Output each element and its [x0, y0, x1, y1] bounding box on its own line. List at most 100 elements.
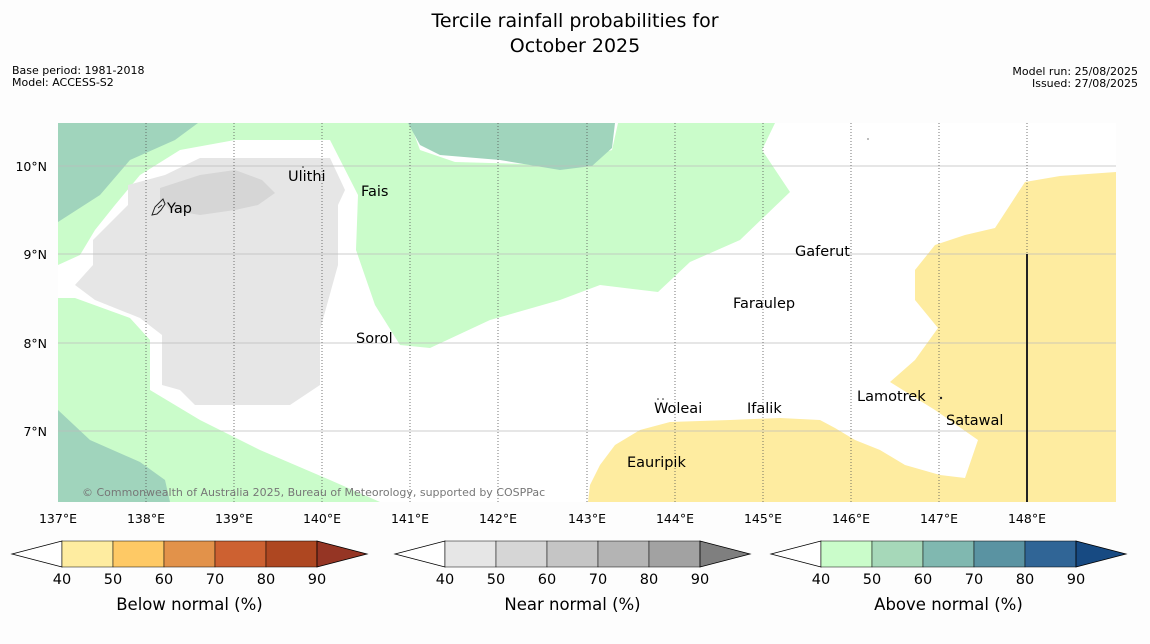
island-dot [867, 138, 869, 140]
lon-tick-label: 148°E [1008, 511, 1046, 526]
above-normal-colorbar-tick: 50 [863, 572, 881, 588]
near-normal-colorbar-tick: 50 [487, 572, 505, 588]
near-normal-colorbar-segment [546, 540, 599, 568]
below-normal-colorbar-tick: 50 [104, 572, 122, 588]
above-normal-colorbar-tick: 40 [812, 572, 830, 588]
below-normal-colorbar-tick: 70 [206, 572, 224, 588]
lon-tick-label: 138°E [127, 511, 165, 526]
below-normal-colorbar-label: Below normal (%) [116, 595, 263, 614]
below-normal-colorbar-under [10, 540, 63, 568]
lat-tick-label: 7°N [23, 424, 47, 439]
above-normal-colorbar-tick: 60 [914, 572, 932, 588]
above-normal-region-southwest [58, 298, 380, 502]
near-normal-colorbar-tick: 40 [436, 572, 454, 588]
above-normal-colorbar-tick: 80 [1016, 572, 1034, 588]
above-normal-colorbar-segment [1024, 540, 1077, 568]
below-normal-colorbar-tick: 90 [308, 572, 326, 588]
yap-island-shape [151, 198, 166, 216]
near-normal-colorbar: 40 50 60 70 80 90 Near normal (%) [393, 540, 752, 614]
below-normal-colorbar-tick: 80 [257, 572, 275, 588]
lon-tick-label: 140°E [303, 511, 341, 526]
lon-tick-label: 145°E [744, 511, 782, 526]
above-normal-colorbar-segment [820, 540, 873, 568]
meta-left: Base period: 1981-2018 Model: ACCESS-S2 [12, 65, 144, 89]
lon-tick-label: 141°E [391, 511, 429, 526]
above-normal-colorbar-label: Above normal (%) [874, 595, 1023, 614]
island-dot [939, 396, 943, 400]
issued-date: Issued: 27/08/2025 [1031, 77, 1138, 90]
below-normal-colorbar-segment [163, 540, 216, 568]
lon-tick-label: 139°E [215, 511, 253, 526]
place-label-lamotrek: Lamotrek [857, 389, 926, 405]
below-normal-islet [1076, 226, 1083, 231]
near-normal-colorbar-segment [648, 540, 701, 568]
near-normal-colorbar-label: Near normal (%) [504, 595, 640, 614]
place-label-yap: Yap [166, 201, 192, 217]
near-normal-colorbar-tick: 80 [640, 572, 658, 588]
above-normal-darker-southwest [58, 410, 170, 502]
below-normal-colorbar-segment [265, 540, 318, 568]
lat-tick-label: 9°N [23, 247, 47, 262]
title-line-1: Tercile rainfall probabilities for [431, 10, 719, 32]
above-normal-colorbar-under [769, 540, 822, 568]
near-normal-colorbar-tick: 60 [538, 572, 556, 588]
lon-tick-label: 147°E [920, 511, 958, 526]
lon-tick-label: 143°E [568, 511, 606, 526]
above-normal-colorbar-segment [871, 540, 924, 568]
place-label-eauripik: Eauripik [627, 455, 686, 471]
below-normal-colorbar: 40 50 60 70 80 90 Below normal (%) [10, 540, 369, 614]
base-period: Base period: 1981-2018 [12, 64, 145, 77]
place-label-woleai: Woleai [654, 401, 702, 417]
island-dot [657, 398, 659, 400]
below-normal-colorbar-segment [214, 540, 267, 568]
lon-tick-label: 144°E [656, 511, 694, 526]
below-normal-region-east [588, 172, 1116, 502]
below-normal-colorbar-tick: 60 [155, 572, 173, 588]
near-normal-colorbar-segment [495, 540, 548, 568]
above-normal-colorbar-over [1075, 540, 1128, 568]
place-label-satawal: Satawal [946, 413, 1003, 429]
above-normal-darker-northwest [58, 123, 198, 222]
longitude-gridlines [145, 123, 1028, 502]
colorbar-group: 40 50 60 70 80 90 Below normal (%) 40 50 60 70 80 90… [10, 540, 1128, 614]
above-normal-colorbar-segment [973, 540, 1026, 568]
lon-tick-label: 142°E [479, 511, 517, 526]
island-dot [662, 398, 664, 400]
near-normal-colorbar-segment [444, 540, 497, 568]
near-normal-colorbar-tick: 90 [691, 572, 709, 588]
place-label-ifalik: Ifalik [747, 401, 782, 417]
island-dot [302, 166, 304, 168]
place-label-gaferut: Gaferut [795, 244, 850, 260]
lat-tick-label: 10°N [15, 159, 47, 174]
place-label-sorol: Sorol [356, 331, 393, 347]
above-normal-colorbar-tick: 90 [1067, 572, 1085, 588]
meta-right: Model run: 25/08/2025 Issued: 27/08/2025 [1012, 66, 1138, 90]
place-label-fais: Fais [361, 184, 388, 200]
near-normal-colorbar-over [699, 540, 752, 568]
model-name: Model: ACCESS-S2 [12, 76, 114, 89]
above-normal-darker-north [408, 123, 615, 170]
near-normal-darker [160, 170, 275, 215]
lon-tick-label: 137°E [39, 511, 77, 526]
above-normal-colorbar-tick: 70 [965, 572, 983, 588]
title-line-2: October 2025 [509, 35, 641, 57]
above-normal-region-west [58, 123, 790, 348]
above-normal-colorbar-segment [922, 540, 975, 568]
place-label-faraulep: Faraulep [733, 296, 795, 312]
map-plot-area: Ulithi Fais Yap Gaferut Faraulep Sorol W… [58, 123, 1116, 502]
place-label-ulithi: Ulithi [288, 169, 326, 185]
lat-tick-label: 8°N [23, 336, 47, 351]
near-normal-colorbar-under [393, 540, 446, 568]
below-normal-colorbar-tick: 40 [53, 572, 71, 588]
model-run: Model run: 25/08/2025 [1012, 65, 1138, 78]
below-normal-colorbar-over [316, 540, 369, 568]
lon-tick-label: 146°E [832, 511, 870, 526]
copyright-notice: © Commonwealth of Australia 2025, Bureau… [82, 486, 545, 499]
above-normal-colorbar: 40 50 60 70 80 90 Above normal (%) [769, 540, 1128, 614]
below-normal-colorbar-segment [61, 540, 114, 568]
near-normal-colorbar-tick: 70 [589, 572, 607, 588]
near-normal-colorbar-segment [597, 540, 650, 568]
below-normal-colorbar-segment [112, 540, 165, 568]
map-title: Tercile rainfall probabilities for Octob… [0, 9, 1150, 59]
